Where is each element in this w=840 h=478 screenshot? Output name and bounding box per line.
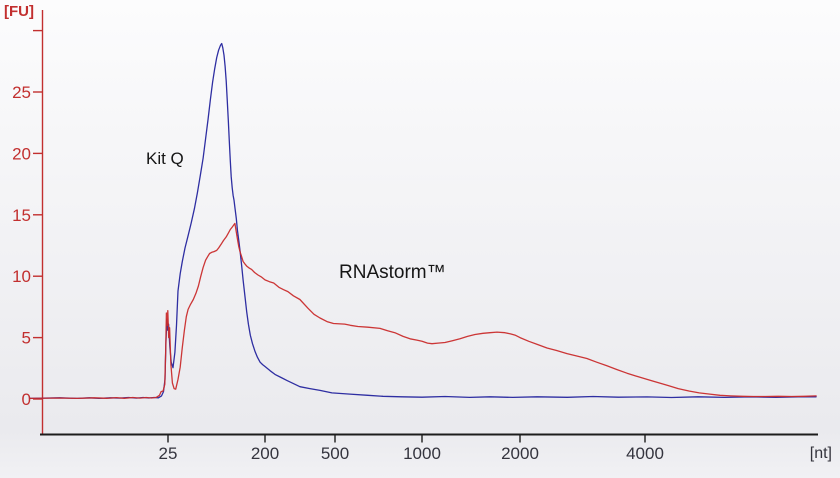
x-tick-label-25: 25 [159, 444, 178, 463]
annotation-kit-q: Kit Q [146, 149, 184, 168]
x-tick-label-200: 200 [251, 444, 279, 463]
x-axis-unit-label: [nt] [809, 445, 832, 462]
y-axis-unit-label: [FU] [4, 3, 34, 20]
x-tick-label-1000: 1000 [403, 444, 441, 463]
y-tick-label-15: 15 [12, 206, 31, 225]
y-tick-label-25: 25 [12, 83, 31, 102]
annotation-rnastorm: RNAstorm™ [339, 262, 446, 283]
trace-rnastorm [29, 222, 817, 400]
y-tick-label-20: 20 [12, 144, 31, 163]
x-tick-label-2000: 2000 [501, 444, 539, 463]
trace-kit-q [29, 42, 817, 400]
x-tick-label-4000: 4000 [626, 444, 664, 463]
y-tick-label-0: 0 [22, 390, 31, 409]
y-tick-label-5: 5 [22, 329, 31, 348]
y-tick-label-10: 10 [12, 267, 31, 286]
x-tick-label-500: 500 [321, 444, 349, 463]
